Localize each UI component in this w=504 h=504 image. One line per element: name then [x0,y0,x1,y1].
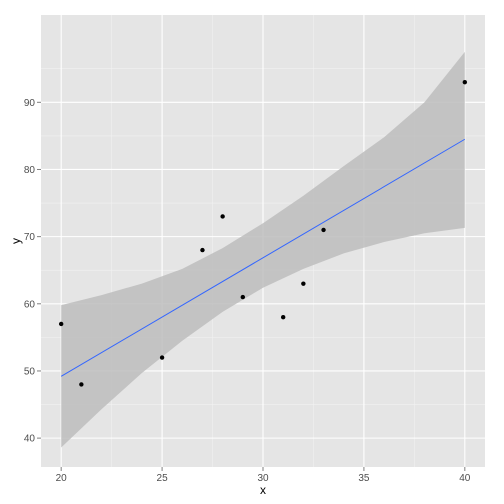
y-axis-title: y [9,238,23,244]
data-point [79,382,84,387]
data-points [58,79,468,387]
data-point [220,214,225,219]
x-tick-label: 40 [459,473,471,484]
y-tick-label: 50 [24,366,36,377]
y-tick-label: 90 [24,98,36,109]
x-tick-label: 25 [157,473,169,484]
data-point [280,315,286,320]
data-point [462,79,468,85]
x-axis-ticks: 20 25 30 35 40 [56,467,471,484]
data-point [159,355,165,360]
x-tick-label: 30 [257,473,269,484]
data-point [240,294,246,300]
x-tick-label: 20 [56,473,68,484]
x-axis-title: x [260,483,266,497]
x-tick-label: 35 [358,473,370,484]
y-tick-label: 60 [24,299,36,310]
y-tick-label: 70 [24,232,36,243]
y-axis-ticks: 40 50 60 70 80 90 [24,98,41,445]
data-point [301,281,306,286]
fit-line [60,138,466,377]
data-point [200,247,205,253]
data-point [58,321,64,327]
y-tick-label: 80 [24,165,36,176]
data-point [321,227,326,233]
y-tick-label: 40 [24,434,36,445]
confidence-band [61,51,465,448]
